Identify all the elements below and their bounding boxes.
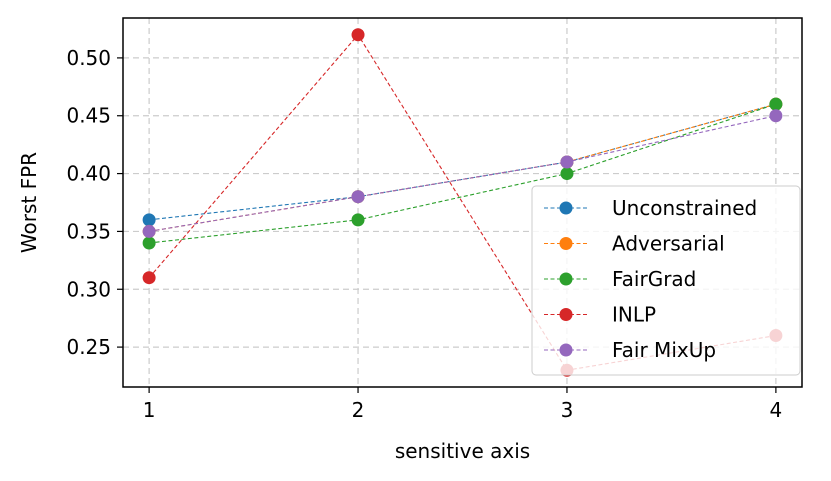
legend-label: INLP — [612, 303, 656, 327]
data-point — [351, 190, 365, 204]
legend-item: FairGrad — [544, 267, 696, 291]
y-tick-label: 0.35 — [66, 219, 111, 243]
y-tick-label: 0.25 — [66, 335, 111, 359]
y-axis-label: Worst FPR — [17, 152, 41, 253]
y-tick-label: 0.40 — [66, 162, 111, 186]
data-point — [351, 28, 365, 42]
x-tick-label: 2 — [352, 398, 365, 422]
legend-box — [531, 185, 801, 376]
y-axis-ticks: 0.25 0.30 0.35 0.40 0.45 0.50 — [66, 46, 123, 359]
series-fairgrad — [142, 97, 783, 250]
x-axis-ticks: 1 2 3 4 — [143, 387, 783, 422]
data-point — [560, 167, 574, 181]
data-point — [560, 155, 574, 169]
x-tick-label: 3 — [561, 398, 574, 422]
x-tick-label: 1 — [143, 398, 156, 422]
legend-marker — [559, 308, 573, 321]
data-point — [142, 224, 156, 238]
y-tick-label: 0.45 — [66, 104, 111, 128]
y-tick-label: 0.30 — [66, 277, 111, 301]
legend-label: Adversarial — [612, 232, 725, 256]
y-tick-label: 0.50 — [66, 46, 111, 70]
data-point — [769, 97, 783, 111]
series-line — [149, 103, 777, 221]
data-point — [142, 236, 156, 250]
legend-label: Fair MixUp — [612, 338, 716, 362]
data-point — [142, 271, 156, 285]
legend-item: Unconstrained — [544, 196, 757, 220]
x-tick-label: 4 — [770, 398, 783, 422]
legend: Unconstrained Adversarial FairGrad INLP Fair… — [531, 185, 801, 376]
data-point — [769, 109, 783, 123]
x-axis-label: sensitive axis — [395, 439, 530, 463]
plot-frame — [122, 17, 803, 388]
legend-marker — [559, 272, 573, 286]
legend-item: Fair MixUp — [544, 338, 716, 362]
legend-marker — [559, 343, 573, 357]
data-point — [142, 213, 156, 227]
legend-marker — [559, 201, 573, 215]
legend-item: Adversarial — [544, 232, 725, 256]
series-fair-mixup — [142, 109, 783, 238]
legend-item: INLP — [544, 303, 656, 327]
series-line — [149, 115, 777, 232]
legend-marker — [559, 237, 573, 250]
series-line — [149, 103, 777, 244]
legend-label: FairGrad — [612, 267, 696, 291]
legend-label: Unconstrained — [612, 196, 757, 220]
data-point — [351, 213, 365, 227]
